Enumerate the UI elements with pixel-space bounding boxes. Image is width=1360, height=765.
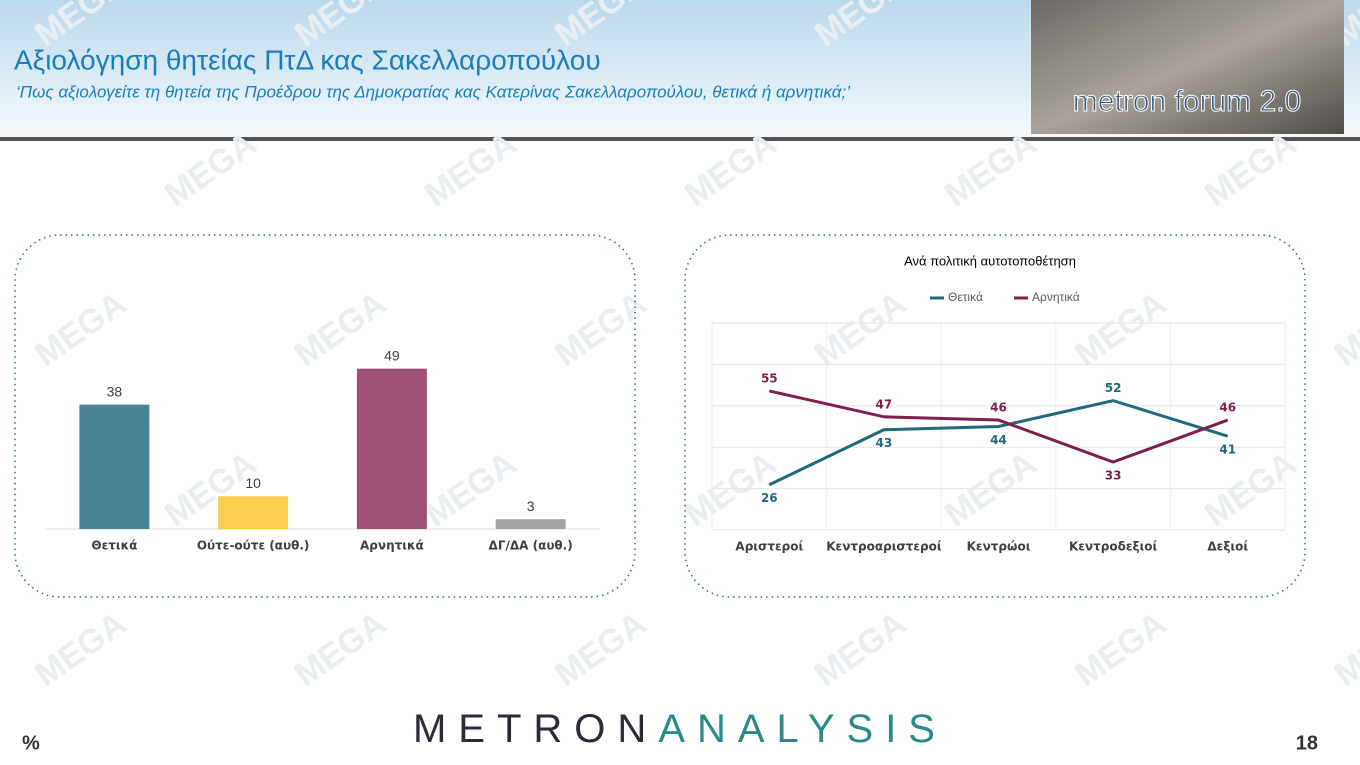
data-label: 52	[1105, 381, 1122, 395]
data-label: 55	[761, 371, 778, 385]
watermark: MEGA	[808, 284, 913, 374]
watermark: MEGA	[288, 284, 393, 374]
slide-title: Αξιολόγηση θητείας ΠτΔ κας Σακελλαροπούλ…	[14, 44, 601, 75]
x-tick-label: Αρνητικά	[360, 539, 424, 553]
logo-text: metron forum 2.0	[1073, 85, 1301, 118]
x-tick-label: Κεντροαριστεροί	[826, 540, 942, 554]
x-tick-label: Κεντροδεξιοί	[1069, 540, 1158, 554]
data-label: 3	[527, 498, 535, 514]
bar	[79, 404, 150, 529]
line	[768, 389, 1229, 464]
data-label: 43	[876, 436, 893, 450]
legend-label: Θετικά	[948, 290, 983, 304]
brand-part: METRON	[413, 707, 658, 751]
chart-frame	[684, 234, 1306, 598]
chart-title: Ανά πολιτική αυτοτοποθέτηση	[904, 253, 1076, 268]
page-number: 18	[1296, 732, 1318, 754]
x-tick-label: ΔΓ/ΔΑ (αυθ.)	[489, 539, 573, 553]
x-tick-label: Θετικά	[91, 539, 137, 553]
data-label: 26	[761, 491, 778, 505]
watermark: MEGA	[28, 284, 133, 374]
watermark: MEGA	[288, 604, 393, 694]
data-label: 33	[1105, 469, 1122, 483]
legend-label: Αρνητικά	[1032, 290, 1080, 304]
x-tick-label: Κεντρώοι	[967, 540, 1031, 554]
watermark: MEGA	[1068, 284, 1173, 374]
data-label: 49	[384, 347, 400, 363]
data-label: 38	[107, 383, 123, 399]
watermark: MEGA	[1328, 284, 1360, 374]
x-tick-label: Αριστεροί	[735, 540, 803, 554]
data-label: 47	[876, 397, 893, 411]
watermark: MEGA	[548, 604, 653, 694]
bar	[356, 368, 427, 529]
watermark: MEGA	[808, 604, 913, 694]
line	[768, 399, 1229, 487]
logo-image	[1031, 0, 1344, 134]
watermark: MEGA	[548, 284, 653, 374]
data-label: 41	[1219, 443, 1236, 457]
data-label: 10	[245, 475, 261, 491]
brand-part: ANALYSIS	[658, 707, 947, 751]
data-label: 44	[990, 433, 1007, 447]
bar	[495, 519, 566, 529]
watermark: MEGA	[28, 604, 133, 694]
bar	[218, 496, 289, 529]
slide-subtitle: ‘Πως αξιολογείτε τη θητεία της Προέδρου …	[16, 82, 850, 101]
data-label: 46	[990, 401, 1007, 415]
brand: METRONANALYSIS	[413, 707, 947, 751]
x-tick-label: Ούτε-ούτε (αυθ.)	[197, 539, 310, 553]
unit-label: %	[22, 732, 40, 754]
header-rule	[0, 137, 1360, 141]
watermark: MEGA	[1328, 604, 1360, 694]
watermark: MEGA	[1068, 604, 1173, 694]
chart-frame	[14, 234, 636, 598]
data-label: 46	[1219, 401, 1236, 415]
x-tick-label: Δεξιοί	[1207, 540, 1248, 554]
